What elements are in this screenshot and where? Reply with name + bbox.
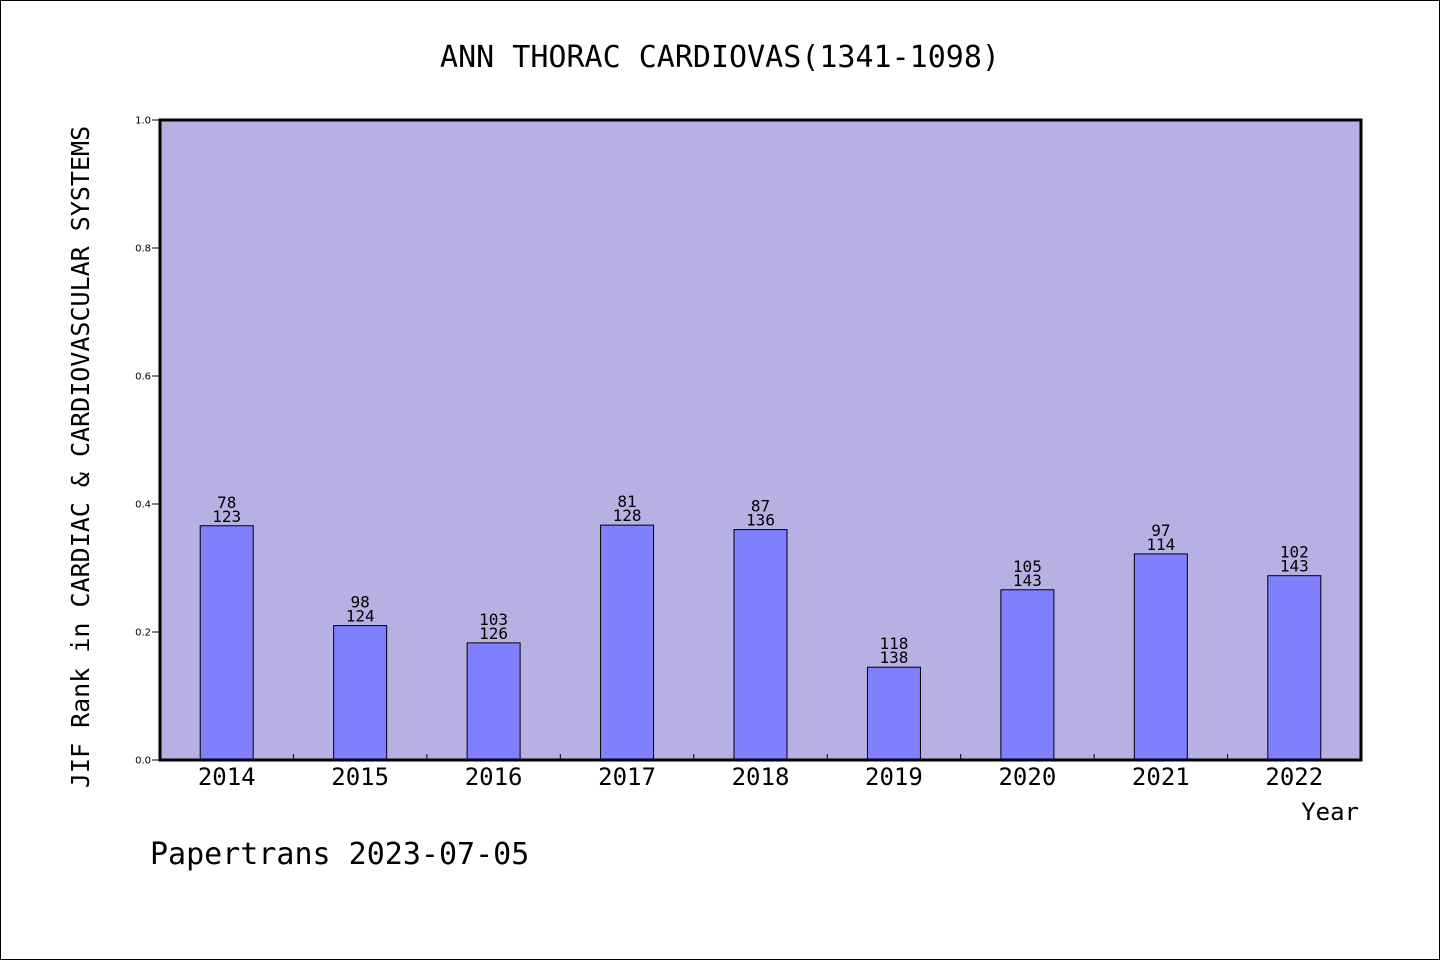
- bar-2014: [199, 525, 254, 761]
- y-tick-label: 0.8: [135, 244, 151, 255]
- bar-total-label: 126: [479, 624, 508, 643]
- x-tick-label: 2019: [865, 763, 923, 791]
- bar-rank-label: 105: [1013, 557, 1042, 576]
- bar-total-label: 143: [1280, 557, 1309, 576]
- bar-total-label: 128: [613, 506, 642, 525]
- bar-2020: [1000, 589, 1055, 761]
- x-axis-ticks: 2014 2015 2016 2017 2018 2019 2020 2021 2022: [198, 754, 1323, 791]
- bar-total-label: 114: [1146, 535, 1175, 554]
- bar-2018: [733, 529, 788, 761]
- y-axis-label: JIF Rank in CARDIAC & CARDIOVASCULAR SYS…: [66, 126, 95, 788]
- bar-total-label: 136: [746, 511, 775, 530]
- bar-total-label: 138: [879, 648, 908, 667]
- bar-rank-label: 87: [751, 497, 770, 516]
- x-tick-label: 2014: [198, 763, 256, 791]
- chart-title: ANN THORAC CARDIOVAS(1341-1098): [440, 40, 1000, 75]
- footer-text: Papertrans 2023-07-05: [150, 837, 529, 872]
- y-axis-ticks: 0.0 0.2 0.4 0.6 0.8 1.0: [135, 116, 160, 767]
- bar-total-label: 124: [346, 607, 375, 626]
- bar-rank-label: 78: [217, 493, 236, 512]
- bar-2016: [466, 642, 521, 761]
- bars: [199, 524, 1322, 761]
- bar-2015: [333, 625, 388, 761]
- bar-2019: [866, 666, 921, 761]
- bar-rank-label: 103: [479, 610, 508, 629]
- x-axis-label: Year: [1301, 798, 1359, 826]
- bar-2021: [1133, 553, 1188, 761]
- bar-total-label: 123: [212, 507, 241, 526]
- x-tick-label: 2015: [331, 763, 389, 791]
- bar-rank-label: 118: [879, 634, 908, 653]
- x-tick-label: 2020: [998, 763, 1056, 791]
- x-tick-label: 2018: [732, 763, 790, 791]
- y-tick-label: 0.4: [135, 500, 151, 511]
- bar-2022: [1267, 575, 1322, 761]
- x-tick-label: 2022: [1265, 763, 1323, 791]
- bar-rank-label: 81: [617, 492, 636, 511]
- bar-rank-label: 98: [351, 593, 370, 612]
- x-tick-label: 2021: [1132, 763, 1190, 791]
- x-tick-label: 2016: [465, 763, 523, 791]
- bar-rank-label: 97: [1151, 521, 1170, 540]
- bar-total-label: 143: [1013, 571, 1042, 590]
- bar-rank-label: 102: [1280, 543, 1309, 562]
- x-tick-label: 2017: [598, 763, 656, 791]
- y-tick-label: 0.0: [135, 756, 151, 767]
- bar-2017: [600, 524, 655, 761]
- y-tick-label: 0.6: [135, 372, 151, 383]
- y-tick-label: 1.0: [135, 116, 151, 127]
- y-tick-label: 0.2: [135, 628, 151, 639]
- plot-border: [158, 118, 1363, 762]
